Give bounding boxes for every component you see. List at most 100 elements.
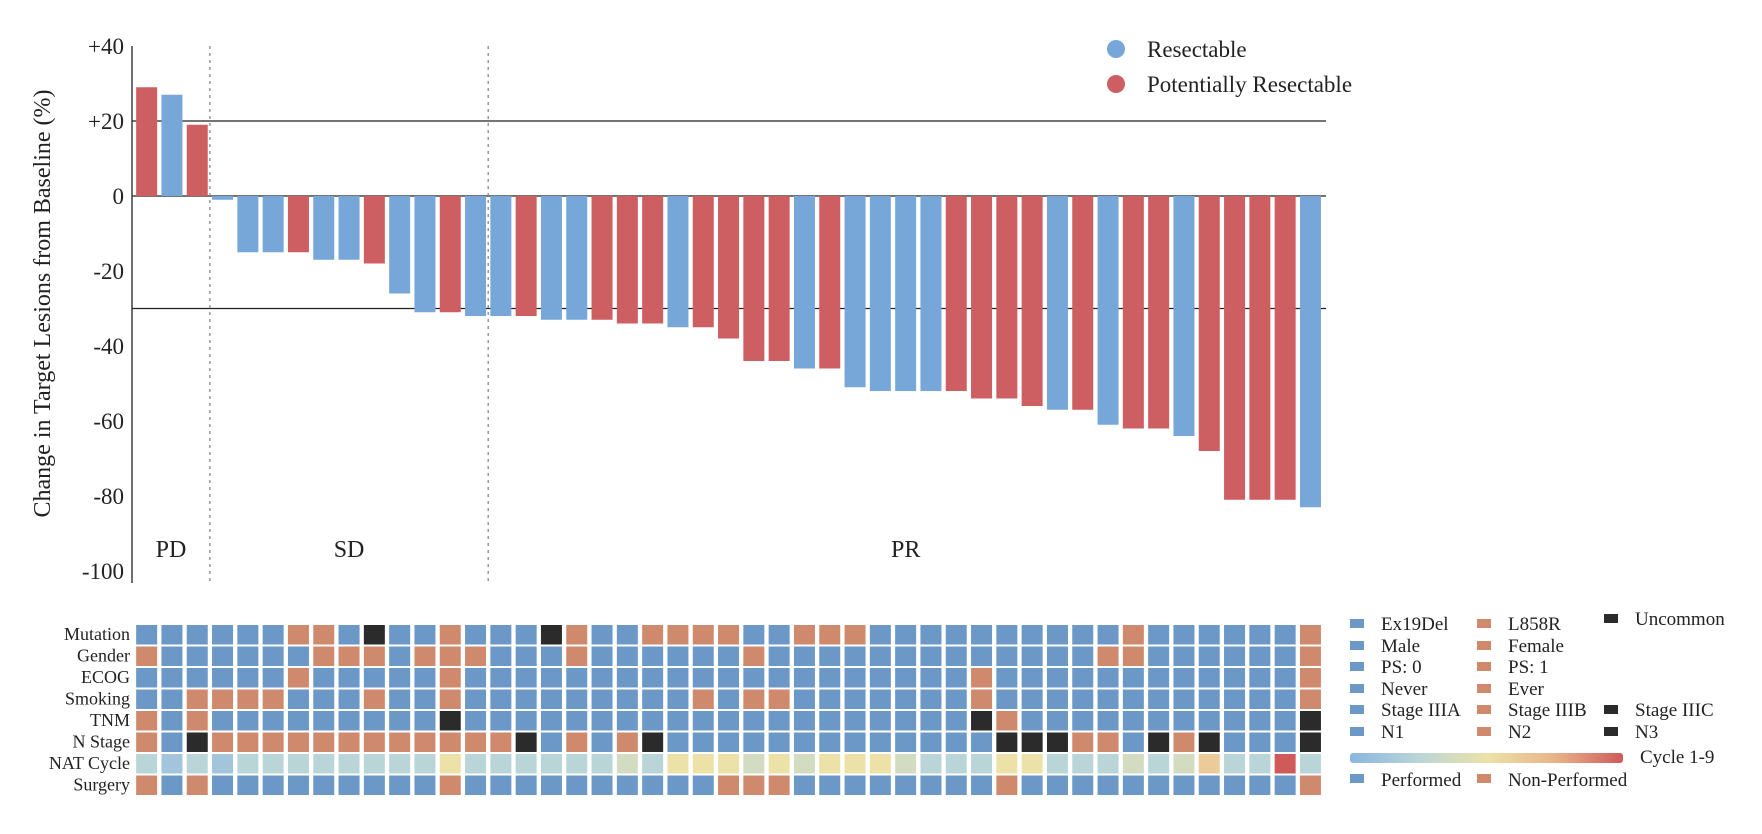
- legend-label: Ex19Del: [1381, 614, 1449, 635]
- legend-label: Resectable: [1147, 37, 1247, 62]
- heatmap-cell: [667, 775, 689, 795]
- heatmap-cell: [793, 775, 815, 795]
- response-group-label: PD: [156, 537, 187, 563]
- heatmap-cell: [313, 668, 335, 688]
- waterfall-bar: [718, 196, 740, 339]
- heatmap-cell: [1299, 646, 1321, 666]
- heatmap-cell: [844, 775, 866, 795]
- heatmap-cell: [1148, 732, 1170, 752]
- heatmap-cell: [920, 775, 942, 795]
- heatmap-cell: [1072, 668, 1094, 688]
- heatmap-cell: [895, 775, 917, 795]
- legend-label: Potentially Resectable: [1147, 72, 1352, 97]
- heatmap-cell: [1021, 689, 1043, 709]
- heatmap-cell: [1148, 689, 1170, 709]
- heatmap-cell: [161, 668, 183, 688]
- heatmap-cell: [743, 668, 765, 688]
- heatmap-cell: [692, 711, 714, 731]
- heatmap-cell: [338, 668, 360, 688]
- heatmap-cell: [768, 646, 790, 666]
- heatmap-cell: [515, 775, 537, 795]
- heatmap-cell: [1299, 711, 1321, 731]
- heatmap-cell: [793, 711, 815, 731]
- heatmap-cell: [212, 625, 234, 645]
- heatmap-cell: [540, 775, 562, 795]
- legend-swatch: [1350, 641, 1364, 650]
- heatmap-cell: [287, 775, 309, 795]
- heatmap-cell: [996, 775, 1018, 795]
- heatmap-cell: [642, 732, 664, 752]
- heatmap-cell: [1299, 689, 1321, 709]
- heatmap-cell: [237, 711, 259, 731]
- heatmap-cell: [439, 711, 461, 731]
- heatmap-cell: [1198, 711, 1220, 731]
- heatmap-cell: [895, 732, 917, 752]
- heatmap-cell: [819, 732, 841, 752]
- waterfall-bar: [465, 196, 487, 316]
- legend-swatch: [1477, 641, 1491, 650]
- heatmap-cell: [1224, 775, 1246, 795]
- heatmap-cell: [287, 646, 309, 666]
- heatmap-cell: [389, 711, 411, 731]
- heatmap-cell: [136, 732, 158, 752]
- heatmap-cell: [642, 668, 664, 688]
- heatmap-cell: [212, 711, 234, 731]
- heatmap-cell: [439, 754, 461, 774]
- heatmap-cell: [920, 732, 942, 752]
- y-axis-title: Change in Target Lesions from Baseline (…: [30, 90, 56, 518]
- legend-label: N3: [1635, 722, 1658, 743]
- heatmap-cell: [667, 711, 689, 731]
- heatmap-cell: [1198, 668, 1220, 688]
- waterfall-bar: [895, 196, 917, 391]
- heatmap-cell: [313, 775, 335, 795]
- heatmap-cell: [237, 732, 259, 752]
- heatmap-cell: [616, 668, 638, 688]
- heatmap-cell: [186, 732, 208, 752]
- heatmap-cell: [1021, 711, 1043, 731]
- heatmap-cell: [1122, 732, 1144, 752]
- heatmap-cell: [869, 625, 891, 645]
- heatmap-cell: [161, 775, 183, 795]
- heatmap-cell: [237, 754, 259, 774]
- waterfall-bar: [1072, 196, 1094, 410]
- heatmap-row-label: Smoking: [65, 689, 130, 709]
- heatmap-cell: [1148, 625, 1170, 645]
- heatmap-cell: [439, 732, 461, 752]
- heatmap-cell: [1072, 775, 1094, 795]
- heatmap-cell: [945, 689, 967, 709]
- waterfall-bar: [844, 196, 866, 388]
- heatmap-cell: [1173, 646, 1195, 666]
- heatmap-cell: [844, 732, 866, 752]
- heatmap-cell: [1072, 732, 1094, 752]
- heatmap-cell: [895, 754, 917, 774]
- legend-label: Female: [1508, 636, 1564, 657]
- legend-swatch: [1350, 662, 1364, 671]
- legend-swatch: [1350, 619, 1364, 628]
- heatmap-cell: [718, 775, 740, 795]
- heatmap-cell: [743, 775, 765, 795]
- heatmap-cell: [667, 754, 689, 774]
- heatmap-cell: [819, 754, 841, 774]
- heatmap-row-label: NAT Cycle: [49, 753, 130, 773]
- waterfall-plot: +40 +20 0 -20 -40 -60 -80 -100 Change in Target …: [30, 34, 1352, 584]
- waterfall-bar: [996, 196, 1018, 399]
- waterfall-bar: [1046, 196, 1068, 410]
- legend-label: N1: [1381, 722, 1404, 743]
- heatmap-cell: [338, 775, 360, 795]
- heatmap-cell: [161, 646, 183, 666]
- heatmap-cell: [363, 754, 385, 774]
- heatmap-cell: [1046, 646, 1068, 666]
- heatmap-cell: [692, 775, 714, 795]
- heatmap-cell: [1274, 775, 1296, 795]
- heatmap-cell: [161, 732, 183, 752]
- heatmap-cell: [920, 711, 942, 731]
- y-tick-label: -20: [93, 259, 124, 284]
- heatmap-cell: [971, 668, 993, 688]
- heatmap-cell: [363, 711, 385, 731]
- heatmap-cell: [363, 625, 385, 645]
- legend-label: Stage IIIC: [1635, 700, 1714, 721]
- heatmap-cell: [971, 646, 993, 666]
- waterfall-bar: [1021, 196, 1043, 406]
- heatmap-cell: [1173, 754, 1195, 774]
- heatmap-cell: [287, 625, 309, 645]
